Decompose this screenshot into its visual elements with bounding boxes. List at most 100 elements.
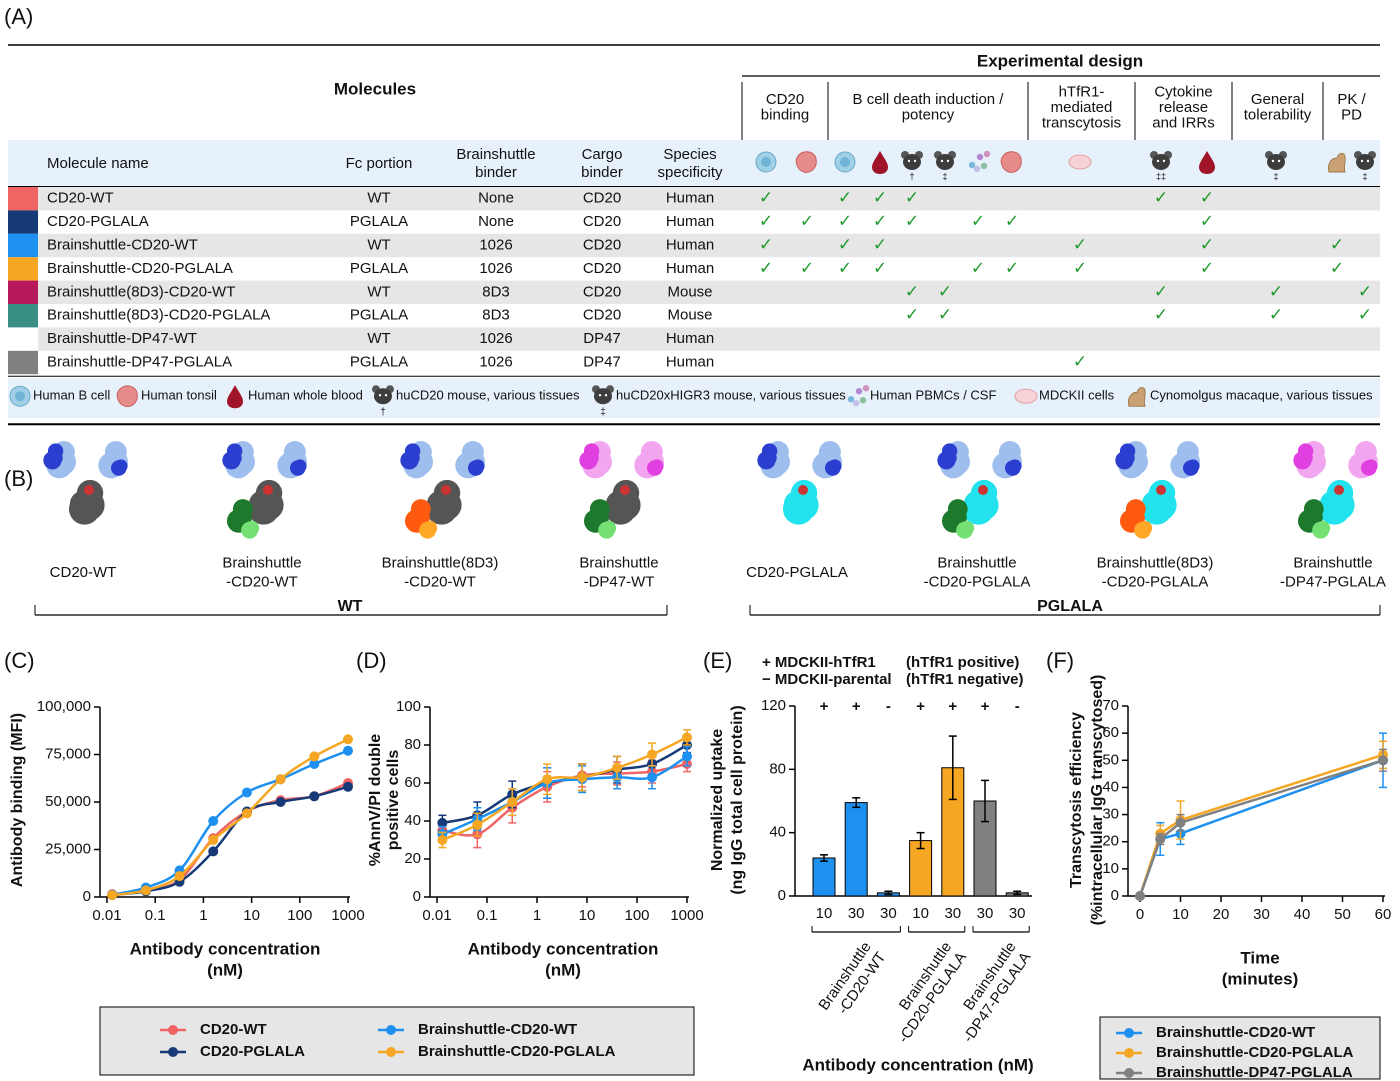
x-tick-label: 0 — [1136, 906, 1144, 923]
structure-label: Brainshuttle(8D3) — [382, 554, 499, 571]
legend-label: Human B cell — [33, 388, 110, 403]
cell-name: Brainshuttle(8D3)-CD20-WT — [47, 283, 235, 300]
x-tick-label: 10 — [816, 905, 833, 922]
cell-name: CD20-WT — [47, 190, 114, 207]
check: ✓ — [1330, 235, 1344, 254]
x-tick-label: 0.1 — [477, 907, 498, 924]
check: ✓ — [1200, 258, 1214, 277]
structure-label: CD20-PGLALA — [746, 564, 848, 581]
sign-label: + — [916, 698, 925, 715]
drop — [227, 385, 243, 409]
antibody — [579, 441, 664, 539]
sign-label: + — [981, 698, 990, 715]
icon-bcell — [755, 151, 777, 173]
check: ✓ — [838, 258, 852, 277]
dot — [859, 397, 867, 404]
icon-tonsil — [1000, 151, 1022, 173]
cell-fc: WT — [367, 283, 390, 300]
data-point — [437, 817, 448, 828]
data-point — [343, 781, 353, 792]
x-tick-label: 30 — [880, 905, 897, 922]
hinge — [978, 485, 988, 495]
x-tick-label: 20 — [1213, 906, 1230, 923]
dish — [1068, 154, 1092, 170]
antibody — [400, 441, 485, 539]
check: ✓ — [759, 235, 773, 254]
y-tick-label: 40 — [769, 824, 786, 841]
data-point — [682, 751, 692, 762]
data-point — [343, 745, 353, 756]
check: ✓ — [1330, 258, 1344, 277]
dot — [976, 153, 984, 161]
data-point — [208, 816, 219, 826]
cell-species: Human — [666, 213, 714, 230]
icon-tonsil — [116, 385, 138, 408]
blob — [1297, 443, 1314, 459]
sign-label: + — [948, 698, 957, 715]
cell-binder: None — [478, 213, 514, 230]
x-tick-label: 10 — [912, 905, 929, 922]
blob — [947, 499, 968, 519]
y-tick-label: 40 — [404, 812, 421, 829]
check: ✓ — [1269, 282, 1283, 301]
check: ✓ — [1073, 235, 1087, 254]
icon-marker: † — [909, 171, 914, 181]
check: ✓ — [1073, 352, 1087, 371]
eye — [598, 394, 602, 397]
blob — [226, 443, 243, 459]
blob — [605, 490, 633, 518]
cell-cargo: CD20 — [583, 236, 621, 253]
legend-label: Brainshuttle-CD20-WT — [1156, 1024, 1315, 1041]
eye — [1271, 159, 1275, 163]
check: ✓ — [1005, 212, 1019, 231]
cell-name: CD20-PGLALA — [47, 213, 149, 230]
check: ✓ — [759, 212, 773, 231]
dot — [862, 385, 870, 392]
icon-monkey — [1128, 387, 1146, 407]
antibody — [43, 441, 128, 525]
eye — [1366, 159, 1370, 163]
nucleus — [761, 157, 771, 167]
legend-marker — [168, 1047, 178, 1057]
head — [1267, 154, 1285, 170]
sign-label: - — [1015, 698, 1020, 715]
check: ✓ — [971, 212, 985, 231]
legend-marker — [168, 1025, 178, 1035]
legend-box — [99, 1006, 695, 1076]
blob — [1119, 443, 1136, 459]
legend-marker — [1124, 1048, 1134, 1058]
icon-marker: ‡ — [600, 407, 606, 418]
monkey — [1328, 152, 1346, 173]
blob — [419, 521, 437, 539]
x-axis-label: (minutes) — [1222, 969, 1299, 988]
blob — [941, 443, 958, 459]
row-band — [38, 233, 1380, 258]
data-point — [577, 772, 588, 783]
head — [1356, 154, 1374, 170]
cell-fc: PGLALA — [350, 353, 408, 370]
structure-label: Brainshuttle(8D3) — [1097, 554, 1214, 571]
data-point — [1175, 817, 1186, 828]
eye — [1360, 159, 1364, 163]
check: ✓ — [905, 188, 919, 207]
data-point — [472, 819, 483, 830]
cell-cargo: CD20 — [583, 307, 621, 324]
check: ✓ — [759, 258, 773, 277]
y-axis-label: Normalized uptake — [709, 729, 726, 871]
check: ✓ — [1358, 282, 1372, 301]
group-header: tolerability — [1244, 107, 1312, 124]
design-header: Experimental design — [977, 51, 1143, 70]
blob — [956, 521, 974, 539]
x-axis-label: Antibody concentration — [468, 939, 659, 958]
blob — [1182, 460, 1199, 476]
cell-binder: 8D3 — [482, 283, 510, 300]
structure-label: -CD20-WT — [226, 573, 298, 590]
dot — [973, 165, 981, 173]
cell-binder: None — [478, 190, 514, 207]
cell-fc: WT — [367, 190, 390, 207]
y-axis-label: Transcytosis efficiency — [1068, 712, 1085, 888]
structure-label: CD20-WT — [50, 564, 117, 581]
check: ✓ — [1073, 258, 1087, 277]
x-tick-label: 60 — [1375, 906, 1392, 923]
